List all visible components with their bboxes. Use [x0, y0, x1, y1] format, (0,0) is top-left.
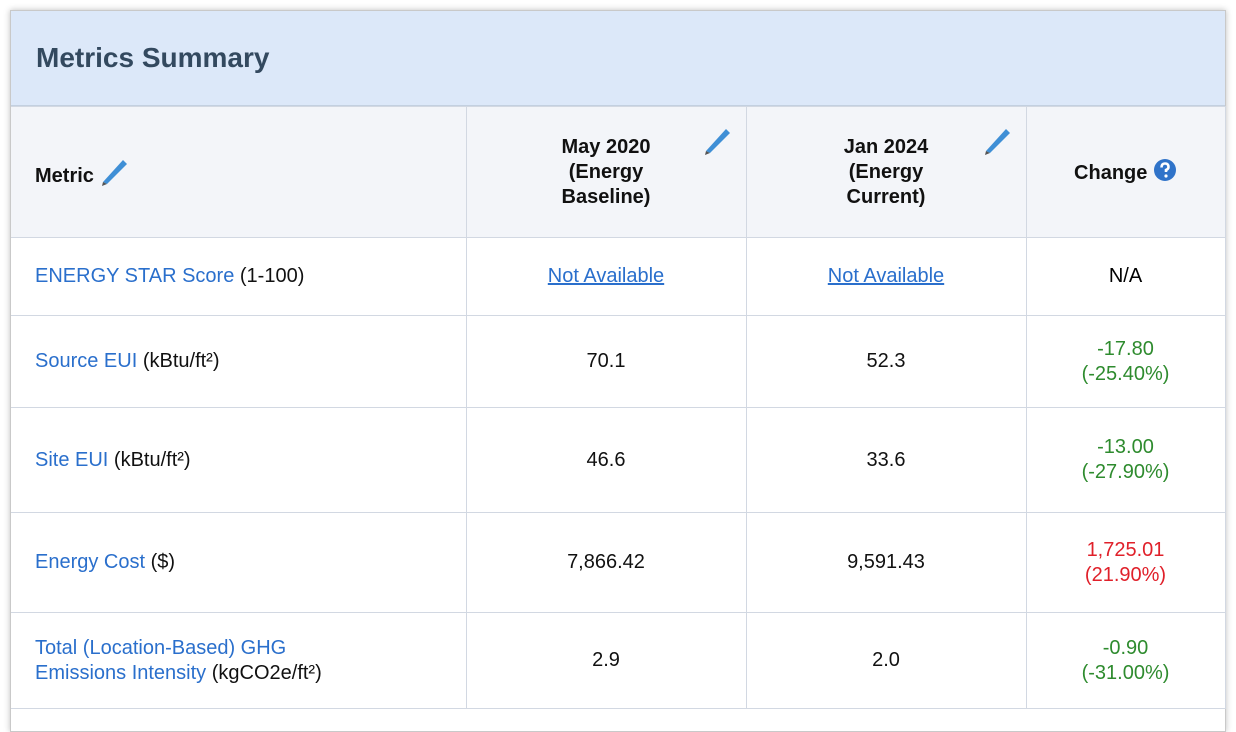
header-text: Baseline)	[561, 185, 651, 208]
title: Metrics Summary	[36, 42, 270, 73]
metric-cell: Source EUI (kBtu/ft²)	[11, 315, 467, 408]
change-value: -13.00	[1097, 436, 1154, 458]
metric-cell: Site EUI (kBtu/ft²)	[11, 407, 467, 513]
change-cell: 1,725.01 (21.90%)	[1025, 512, 1226, 613]
baseline-cell: 46.6	[465, 407, 747, 513]
metric-link[interactable]: Emissions Intensity	[35, 661, 207, 684]
row: ENERGY STAR Score (1-100) Not Available No…	[11, 237, 1226, 316]
current-value: 52.3	[866, 350, 906, 372]
baseline-value: 7,866.42	[567, 551, 645, 573]
metric-unit: (kBtu/ft²)	[113, 448, 191, 471]
header-text: Current)	[846, 185, 926, 208]
row: Total (Location-Based) GHG Emissions Inte…	[11, 612, 1226, 709]
header-change: Change	[1025, 106, 1226, 238]
change-value: (-31.00%)	[1081, 661, 1170, 684]
metrics-table: Metric May 2020 (Energy Baseline) Jan 2024…	[11, 106, 1226, 709]
change-value: -17.80	[1097, 337, 1154, 360]
row: Energy Cost ($) 7,866.42 9,591.43 1,725.01(…	[11, 512, 1226, 613]
metric-cell: Total (Location-Based) GHG Emissions Inte…	[11, 612, 467, 709]
title-band: Metrics Summary	[11, 11, 1225, 106]
header-current: Jan 2024 (Energy Current)	[745, 106, 1027, 238]
metric-cell: ENERGY STAR Score (1-100)	[11, 237, 467, 316]
header-text: Change	[1074, 162, 1148, 184]
change-cell: -17.80 (-25.40%)	[1025, 315, 1226, 408]
metric-unit: (kBtu/ft²)	[142, 350, 220, 372]
current-value: 33.6	[866, 448, 906, 471]
baseline-cell: 70.1	[465, 315, 747, 408]
metric-unit: (1-100)	[239, 265, 305, 287]
current-cell: Not Available	[745, 237, 1027, 316]
header-text: (Energy	[568, 160, 644, 183]
baseline-value: 2.9	[592, 649, 620, 671]
change-cell: -13.00 (-27.90%)	[1025, 407, 1226, 513]
current-value: 2.0	[872, 649, 900, 671]
change-value: (21.90%)	[1084, 563, 1167, 586]
change-value: (-27.90%)	[1081, 461, 1170, 483]
metric-unit: ($)	[150, 551, 176, 573]
change-cell: -0.90 (-31.00%)	[1025, 612, 1226, 709]
edit-icon[interactable]	[702, 125, 732, 155]
baseline-cell: Not Available	[465, 237, 747, 316]
metric-link[interactable]: Energy Cost	[35, 551, 146, 573]
not-available-link[interactable]: Not Available	[827, 265, 945, 287]
baseline-cell: 2.9	[465, 612, 747, 709]
header-text: May 2020	[561, 135, 651, 158]
edit-icon[interactable]	[982, 125, 1012, 155]
row: Source EUI (kBtu/ft²) 70.1 52.3 -17.80 (-25.…	[11, 315, 1226, 408]
change-value: N/A	[1108, 265, 1143, 287]
current-value: 9,591.43	[847, 551, 925, 573]
baseline-cell: 7,866.42	[465, 512, 747, 613]
baseline-value: 46.6	[586, 448, 626, 471]
change-cell: N/A	[1025, 237, 1226, 316]
header-text: Metric	[35, 164, 94, 187]
baseline-value: 70.1	[586, 350, 626, 372]
change-value: 1,725.01	[1086, 538, 1165, 561]
current-cell: 33.6	[745, 407, 1027, 513]
header-text: (Energy	[848, 160, 924, 183]
header-text: Jan 2024	[843, 135, 929, 158]
metric-link[interactable]: ENERGY STAR Score	[35, 265, 235, 287]
change-value: -0.90	[1102, 636, 1149, 659]
row: Site EUI (kBtu/ft²) 46.6 33.6 -13.00 (-27.90…	[11, 407, 1226, 513]
metric-unit: (kgCO2e/ft²)	[211, 661, 322, 684]
metric-link[interactable]: Total (Location-Based) GHG	[35, 636, 287, 659]
header-baseline: May 2020 (Energy Baseline)	[465, 106, 747, 238]
panel: Metrics Summary Metric May 2020 (Energy Ba…	[10, 10, 1226, 732]
current-cell: 9,591.43	[745, 512, 1027, 613]
current-cell: 52.3	[745, 315, 1027, 408]
header-metric: Metric	[11, 106, 467, 238]
change-value: (-25.40%)	[1081, 362, 1170, 385]
edit-icon[interactable]	[99, 156, 129, 186]
metric-cell: Energy Cost ($)	[11, 512, 467, 613]
metric-link[interactable]: Site EUI	[35, 448, 109, 471]
current-cell: 2.0	[745, 612, 1027, 709]
metric-link[interactable]: Source EUI	[35, 350, 138, 372]
help-icon[interactable]	[1153, 158, 1177, 182]
not-available-link[interactable]: Not Available	[547, 265, 665, 287]
